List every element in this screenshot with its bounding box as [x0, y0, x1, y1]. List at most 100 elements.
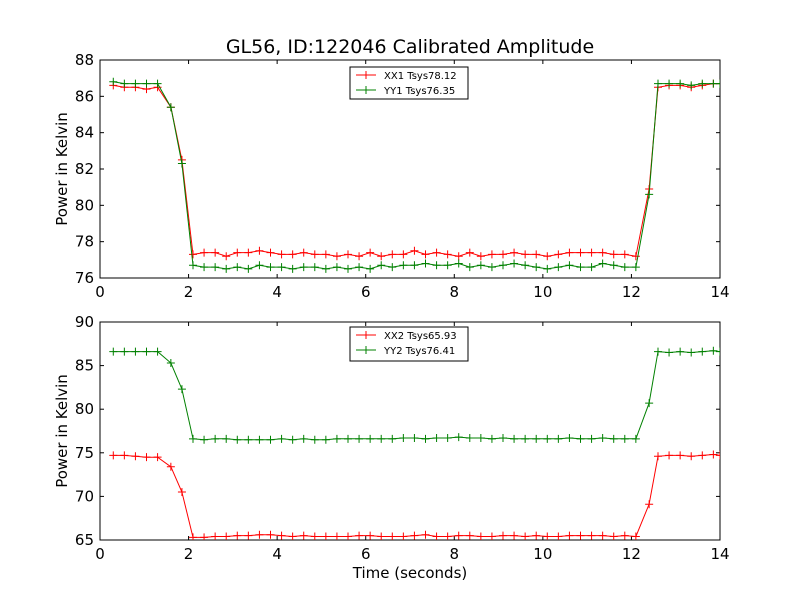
data-point-marker: [443, 532, 452, 540]
data-point-marker: [233, 435, 242, 444]
data-point-marker: [277, 434, 286, 443]
data-point-marker: [510, 531, 519, 540]
data-point-marker: [131, 79, 140, 88]
x-tick-label: 6: [361, 545, 371, 563]
data-point-marker: [211, 434, 220, 443]
data-point-marker: [288, 250, 297, 259]
data-point-marker: [532, 531, 541, 540]
data-point-marker: [665, 348, 674, 357]
data-point-marker: [421, 250, 430, 259]
data-point-marker: [366, 434, 375, 443]
data-point-marker: [716, 451, 720, 460]
data-point-marker: [332, 252, 341, 261]
data-point-marker: [421, 434, 430, 443]
data-point-marker: [109, 347, 118, 356]
data-point-marker: [142, 453, 151, 462]
y-tick-label: 65: [75, 531, 94, 549]
data-point-marker: [266, 263, 275, 272]
data-point-marker: [565, 261, 574, 270]
data-point-marker: [654, 452, 662, 461]
data-point-marker: [233, 263, 242, 272]
data-point-marker: [587, 531, 596, 540]
data-point-marker: [476, 433, 485, 442]
x-tick-label: 2: [184, 283, 194, 301]
data-point-marker: [709, 450, 718, 459]
x-tick-label: 14: [710, 545, 729, 563]
data-point-marker: [576, 263, 585, 272]
data-point-marker: [576, 434, 585, 443]
data-point-marker: [421, 530, 430, 539]
data-point-marker: [499, 433, 507, 442]
data-point-marker: [410, 261, 419, 270]
data-point-marker: [177, 385, 186, 394]
data-point-marker: [554, 434, 563, 443]
data-point-marker: [645, 399, 654, 408]
y-tick-label: 75: [75, 444, 94, 462]
data-point-marker: [521, 261, 530, 270]
data-point-marker: [310, 435, 319, 444]
data-point-marker: [443, 250, 452, 259]
data-point-marker: [200, 435, 209, 444]
data-point-marker: [255, 530, 264, 539]
data-point-marker: [366, 531, 375, 540]
data-point-marker: [598, 531, 607, 540]
x-tick-label: 10: [533, 283, 552, 301]
y-tick-label: 70: [75, 487, 94, 505]
data-point-marker: [410, 531, 419, 540]
data-point-marker: [277, 263, 286, 272]
data-point-marker: [255, 246, 264, 255]
data-point-marker: [698, 79, 707, 88]
data-point-marker: [609, 532, 618, 540]
data-point-marker: [454, 531, 463, 540]
y-tick-label: 80: [75, 400, 94, 418]
data-point-marker: [543, 252, 552, 261]
data-point-marker: [344, 264, 352, 273]
data-point-marker: [698, 347, 707, 356]
data-point-marker: [598, 248, 607, 257]
data-point-marker: [189, 250, 197, 259]
data-point-marker: [153, 453, 162, 462]
data-point-marker: [676, 451, 685, 460]
y-tick-label: 76: [75, 269, 94, 287]
data-point-marker: [166, 462, 175, 471]
data-point-marker: [443, 433, 452, 442]
data-point-marker: [499, 250, 507, 259]
data-point-marker: [109, 451, 118, 460]
legend-label: XX1 Tsys78.12: [384, 71, 457, 82]
data-point-marker: [598, 259, 607, 268]
data-point-marker: [454, 433, 463, 442]
data-point-marker: [687, 81, 696, 90]
data-point-marker: [377, 252, 386, 261]
data-point-marker: [631, 263, 640, 272]
data-point-marker: [554, 532, 563, 540]
x-axis-label: Time (seconds): [352, 564, 468, 582]
y-tick-label: 85: [75, 357, 94, 375]
data-point-marker: [310, 532, 319, 540]
data-point-marker: [222, 434, 231, 443]
data-point-marker: [399, 433, 408, 442]
series-xx-line-group: [109, 450, 720, 540]
data-point-marker: [532, 250, 541, 259]
legend-swatch-marker: [362, 346, 370, 354]
data-point-marker: [454, 259, 463, 268]
data-point-marker: [332, 263, 341, 272]
data-point-marker: [233, 531, 242, 540]
data-point-marker: [716, 347, 720, 356]
data-point-marker: [576, 531, 585, 540]
data-point-marker: [576, 248, 585, 257]
data-point-marker: [388, 263, 397, 272]
data-point-marker: [120, 347, 129, 356]
data-point-marker: [620, 263, 629, 272]
data-point-marker: [377, 261, 386, 270]
data-point-marker: [645, 190, 654, 199]
x-tick-label: 12: [622, 545, 641, 563]
y-tick-label: 80: [75, 196, 94, 214]
data-point-marker: [609, 434, 618, 443]
data-point-marker: [432, 248, 441, 257]
y-tick-label: 90: [75, 313, 94, 331]
data-point-marker: [554, 250, 563, 259]
data-point-marker: [200, 248, 209, 257]
data-point-marker: [587, 263, 596, 272]
data-point-marker: [510, 434, 519, 443]
